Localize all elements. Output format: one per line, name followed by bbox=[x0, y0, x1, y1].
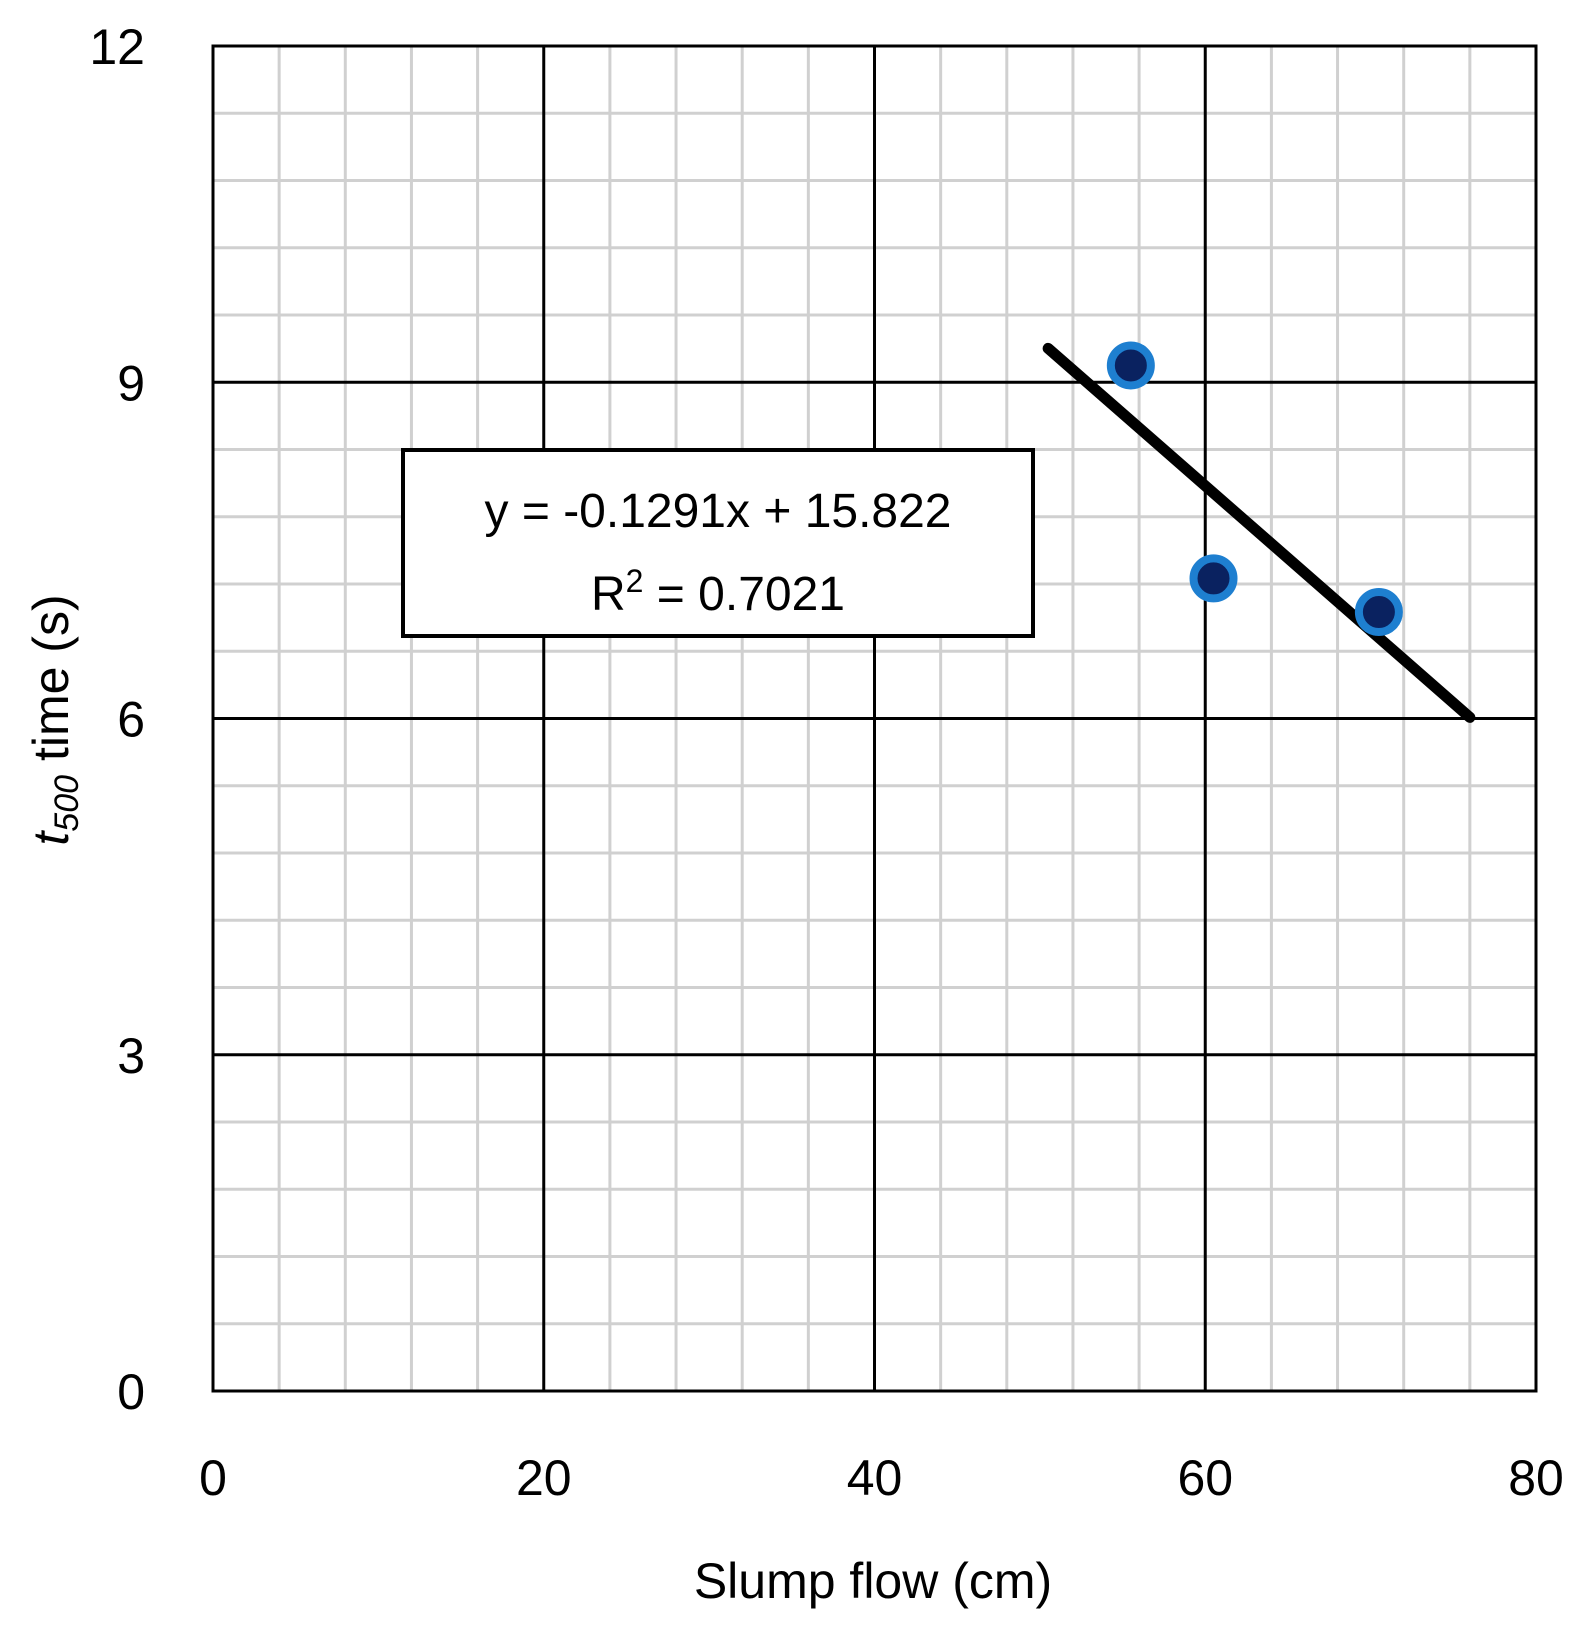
y-tick-label: 12 bbox=[89, 19, 145, 75]
y-tick-label: 3 bbox=[117, 1028, 145, 1084]
equation-text: y = -0.1291x + 15.822 bbox=[484, 485, 951, 538]
major-grid bbox=[213, 46, 1536, 1391]
data-point bbox=[1354, 588, 1403, 637]
equation-box: y = -0.1291x + 15.822 R2 = 0.7021 bbox=[401, 448, 1035, 638]
y-tick-label: 6 bbox=[117, 692, 145, 748]
trendline bbox=[1042, 342, 1476, 723]
data-point bbox=[1189, 554, 1238, 603]
x-tick-label: 0 bbox=[199, 1450, 227, 1506]
data-points bbox=[1106, 341, 1403, 637]
x-tick-label: 80 bbox=[1508, 1450, 1564, 1506]
y-tick-labels: 0 3 6 9 12 bbox=[89, 19, 145, 1420]
trendline-layer bbox=[1042, 342, 1476, 723]
x-tick-label: 40 bbox=[847, 1450, 903, 1506]
x-tick-label: 60 bbox=[1177, 1450, 1233, 1506]
x-tick-label: 20 bbox=[516, 1450, 572, 1506]
y-tick-label: 0 bbox=[117, 1364, 145, 1420]
y-tick-label: 9 bbox=[117, 355, 145, 411]
data-point bbox=[1106, 341, 1155, 390]
plot-border bbox=[211, 44, 1538, 1393]
x-axis-title: Slump flow (cm) bbox=[694, 1553, 1052, 1609]
equation-box-border bbox=[401, 448, 1035, 638]
x-tick-labels: 0 20 40 60 80 bbox=[199, 1450, 1564, 1506]
y-axis-title: t500 time (s) bbox=[23, 594, 86, 845]
r-squared-text: R2 = 0.7021 bbox=[591, 563, 845, 621]
